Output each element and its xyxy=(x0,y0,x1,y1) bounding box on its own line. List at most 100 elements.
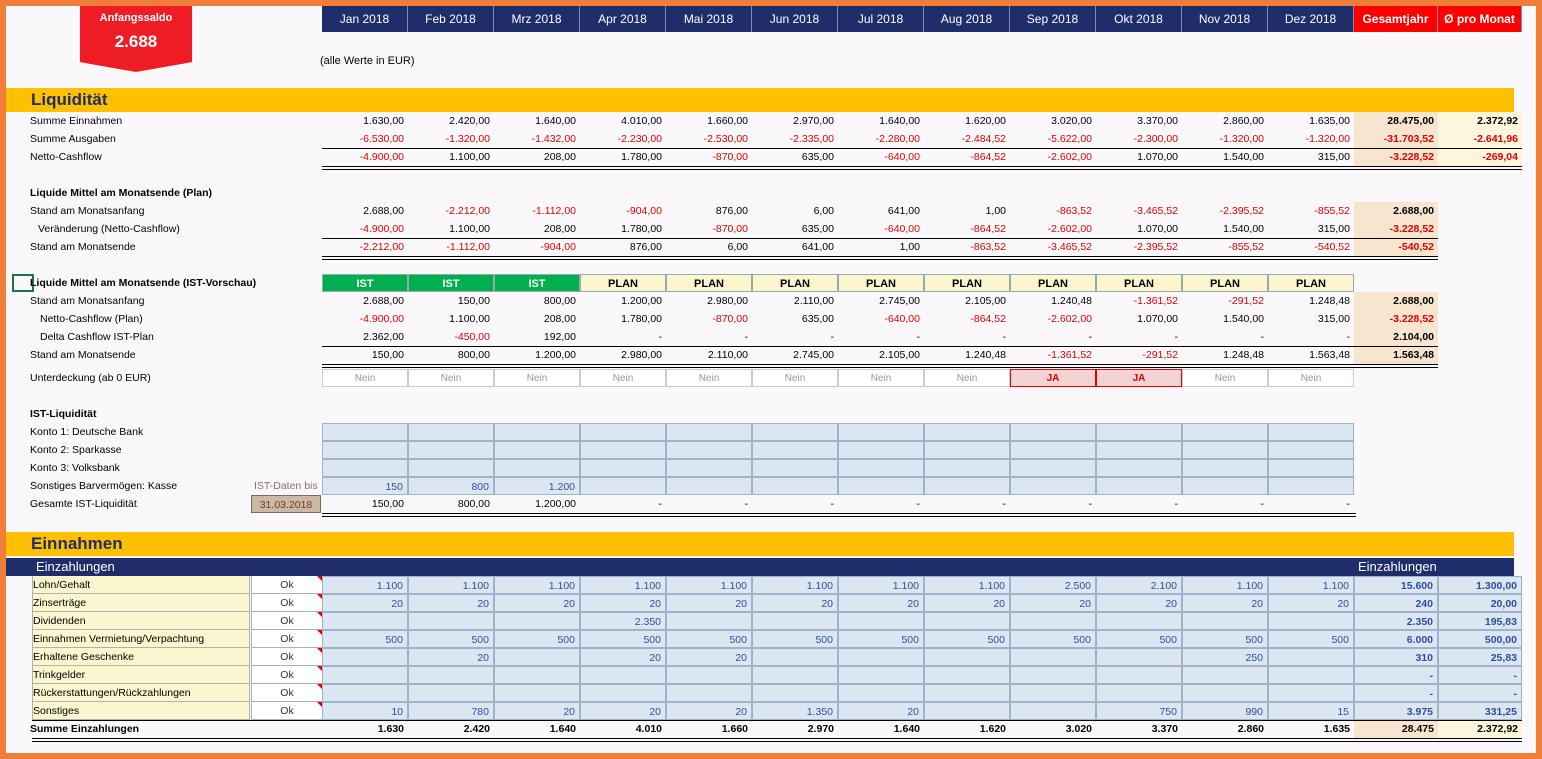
value-cell[interactable] xyxy=(752,477,838,495)
einnahme-category-label[interactable]: Dividenden xyxy=(32,612,250,630)
value-cell[interactable]: 15 xyxy=(1268,702,1354,720)
ist-date-input[interactable]: 31.03.2018 xyxy=(251,495,321,513)
value-cell[interactable] xyxy=(666,441,752,459)
value-cell[interactable] xyxy=(838,477,924,495)
value-cell[interactable] xyxy=(1268,459,1354,477)
value-cell[interactable] xyxy=(924,702,1010,720)
value-cell[interactable]: 1.100 xyxy=(752,576,838,594)
value-cell[interactable] xyxy=(1010,648,1096,666)
value-cell[interactable] xyxy=(322,666,408,684)
value-cell[interactable]: 1.100 xyxy=(322,576,408,594)
value-cell[interactable] xyxy=(322,684,408,702)
value-cell[interactable]: 500 xyxy=(1010,630,1096,648)
einnahme-category-label[interactable]: Trinkgelder xyxy=(32,666,250,684)
value-cell[interactable] xyxy=(494,459,580,477)
value-cell[interactable] xyxy=(1182,423,1268,441)
value-cell[interactable] xyxy=(494,441,580,459)
value-cell[interactable]: 990 xyxy=(1182,702,1268,720)
value-cell[interactable] xyxy=(1182,441,1268,459)
value-cell[interactable] xyxy=(924,666,1010,684)
value-cell[interactable]: 500 xyxy=(752,630,838,648)
value-cell[interactable] xyxy=(580,666,666,684)
value-cell[interactable] xyxy=(494,648,580,666)
value-cell[interactable] xyxy=(1010,423,1096,441)
einnahme-category-label[interactable]: Lohn/Gehalt xyxy=(32,576,250,594)
value-cell[interactable]: 20 xyxy=(408,594,494,612)
value-cell[interactable] xyxy=(666,612,752,630)
value-cell[interactable] xyxy=(1096,666,1182,684)
value-cell[interactable] xyxy=(580,459,666,477)
value-cell[interactable]: 1.100 xyxy=(666,576,752,594)
value-cell[interactable] xyxy=(924,612,1010,630)
value-cell[interactable]: 20 xyxy=(752,594,838,612)
value-cell[interactable] xyxy=(1096,648,1182,666)
value-cell[interactable] xyxy=(1010,666,1096,684)
value-cell[interactable]: 20 xyxy=(1096,594,1182,612)
value-cell[interactable] xyxy=(1096,684,1182,702)
value-cell[interactable] xyxy=(1268,441,1354,459)
value-cell[interactable]: 20 xyxy=(1010,594,1096,612)
value-cell[interactable] xyxy=(752,459,838,477)
value-cell[interactable]: 1.100 xyxy=(1268,576,1354,594)
value-cell[interactable]: 2.100 xyxy=(1096,576,1182,594)
value-cell[interactable]: 20 xyxy=(580,702,666,720)
value-cell[interactable] xyxy=(580,441,666,459)
value-cell[interactable]: 20 xyxy=(924,594,1010,612)
value-cell[interactable] xyxy=(322,648,408,666)
einnahme-category-label[interactable]: Rückerstattungen/Rückzahlungen xyxy=(32,684,250,702)
value-cell[interactable] xyxy=(1010,459,1096,477)
value-cell[interactable] xyxy=(322,459,408,477)
value-cell[interactable]: 20 xyxy=(666,594,752,612)
value-cell[interactable]: 1.100 xyxy=(1182,576,1268,594)
value-cell[interactable]: 500 xyxy=(838,630,924,648)
value-cell[interactable] xyxy=(666,666,752,684)
value-cell[interactable] xyxy=(924,459,1010,477)
einnahme-category-label[interactable]: Sonstiges xyxy=(32,702,250,720)
value-cell[interactable] xyxy=(838,684,924,702)
einnahme-category-label[interactable]: Erhaltene Geschenke xyxy=(32,648,250,666)
value-cell[interactable] xyxy=(1096,423,1182,441)
value-cell[interactable]: 1.200 xyxy=(494,477,580,495)
value-cell[interactable] xyxy=(408,441,494,459)
value-cell[interactable] xyxy=(838,666,924,684)
value-cell[interactable]: 20 xyxy=(838,594,924,612)
einnahme-category-label[interactable]: Einnahmen Vermietung/Verpachtung xyxy=(32,630,250,648)
value-cell[interactable] xyxy=(1010,441,1096,459)
value-cell[interactable] xyxy=(322,441,408,459)
value-cell[interactable] xyxy=(1010,684,1096,702)
value-cell[interactable] xyxy=(1010,702,1096,720)
value-cell[interactable]: 500 xyxy=(322,630,408,648)
value-cell[interactable] xyxy=(1010,612,1096,630)
value-cell[interactable]: 500 xyxy=(580,630,666,648)
value-cell[interactable] xyxy=(924,423,1010,441)
value-cell[interactable] xyxy=(1182,684,1268,702)
value-cell[interactable]: 20 xyxy=(494,594,580,612)
value-cell[interactable]: 10 xyxy=(322,702,408,720)
value-cell[interactable] xyxy=(838,612,924,630)
value-cell[interactable] xyxy=(1096,477,1182,495)
value-cell[interactable] xyxy=(838,423,924,441)
value-cell[interactable]: 500 xyxy=(924,630,1010,648)
value-cell[interactable]: 1.100 xyxy=(580,576,666,594)
value-cell[interactable] xyxy=(408,423,494,441)
value-cell[interactable]: 500 xyxy=(1096,630,1182,648)
value-cell[interactable] xyxy=(322,612,408,630)
value-cell[interactable]: 20 xyxy=(408,648,494,666)
value-cell[interactable] xyxy=(666,459,752,477)
value-cell[interactable]: 2.500 xyxy=(1010,576,1096,594)
value-cell[interactable] xyxy=(924,648,1010,666)
value-cell[interactable]: 750 xyxy=(1096,702,1182,720)
value-cell[interactable]: 1.100 xyxy=(924,576,1010,594)
value-cell[interactable] xyxy=(752,648,838,666)
value-cell[interactable]: 20 xyxy=(494,702,580,720)
value-cell[interactable] xyxy=(1268,612,1354,630)
value-cell[interactable]: 20 xyxy=(1182,594,1268,612)
value-cell[interactable] xyxy=(838,441,924,459)
value-cell[interactable] xyxy=(580,684,666,702)
value-cell[interactable]: 20 xyxy=(1268,594,1354,612)
value-cell[interactable] xyxy=(924,441,1010,459)
value-cell[interactable] xyxy=(752,666,838,684)
value-cell[interactable] xyxy=(494,423,580,441)
value-cell[interactable]: 20 xyxy=(580,648,666,666)
value-cell[interactable]: 500 xyxy=(1182,630,1268,648)
